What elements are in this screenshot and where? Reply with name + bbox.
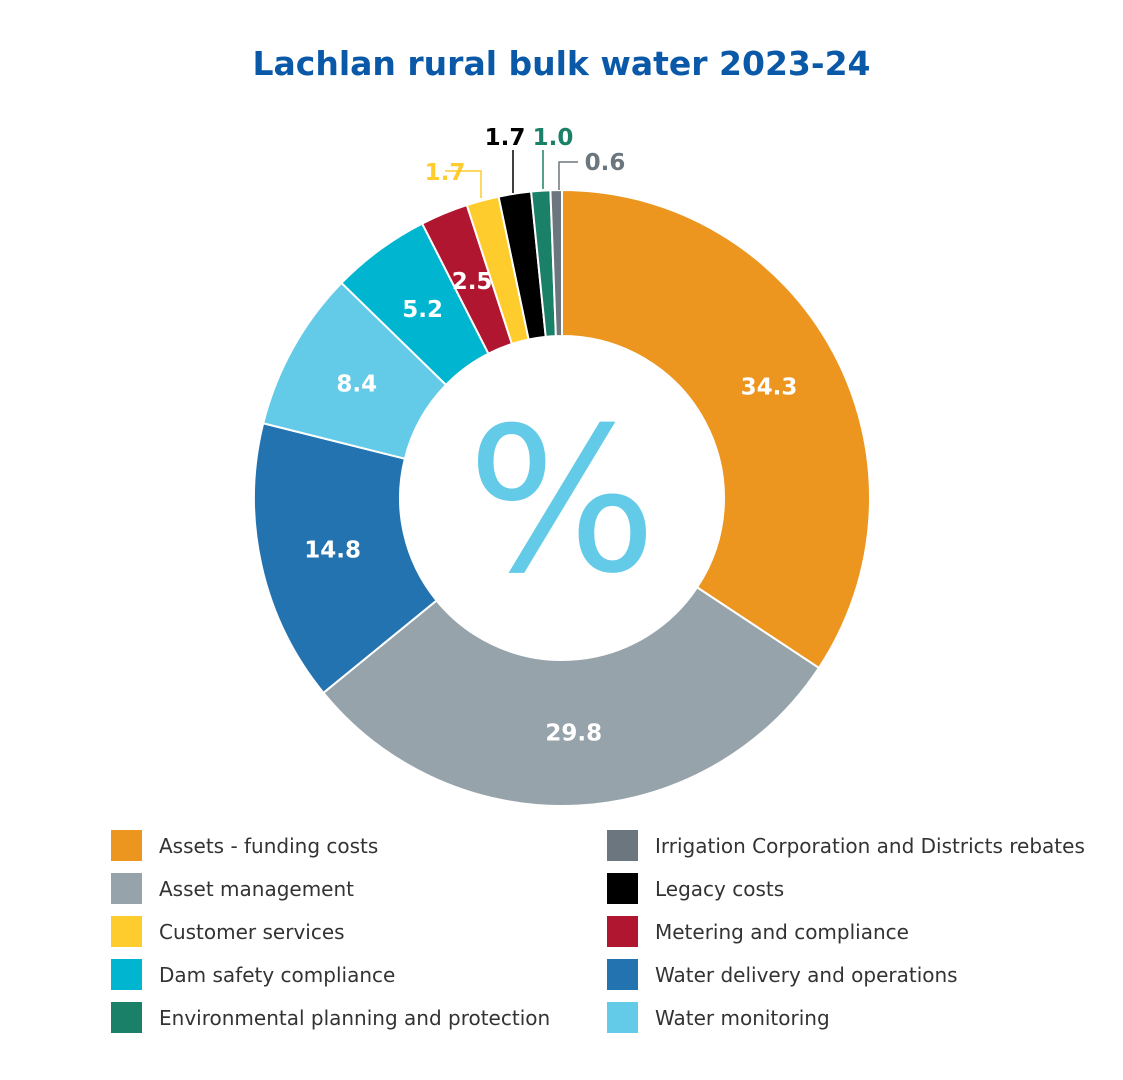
slice-asset-management xyxy=(322,585,821,807)
slice-label-metering-and-compliance: 2.5 xyxy=(452,269,493,295)
legend-label: Asset management xyxy=(159,876,354,901)
legend-label: Water delivery and operations xyxy=(655,962,958,987)
legend-label: Dam safety compliance xyxy=(159,962,396,987)
legend-item-irrigation-corporation-and-districts-rebates: Irrigation Corporation and Districts reb… xyxy=(607,824,1085,867)
legend-item-assets-funding-costs: Assets - funding costs xyxy=(111,824,550,867)
donut-chart: 34.3 29.8 14.8 8.4 5.2 2.5 1.7 1.7 1.0 0.6 % xyxy=(253,125,871,807)
legend-label: Water monitoring xyxy=(655,1005,830,1030)
legend-right-column: Irrigation Corporation and Districts reb… xyxy=(607,824,1085,1039)
legend-swatch xyxy=(607,959,638,990)
legend-swatch xyxy=(111,1002,142,1033)
legend-item-water-monitoring: Water monitoring xyxy=(607,996,1085,1039)
legend-left-column: Assets - funding costs Asset management Cu… xyxy=(111,824,550,1039)
callout-lines xyxy=(445,150,578,198)
slice-label-water-monitoring: 8.4 xyxy=(336,371,377,397)
legend-label: Customer services xyxy=(159,919,345,944)
slice-irrigation-corporation-and-districts-rebates xyxy=(549,188,563,338)
slice-assets-funding-costs xyxy=(561,188,871,670)
legend-label: Metering and compliance xyxy=(655,919,909,944)
legend-item-dam-safety-compliance: Dam safety compliance xyxy=(111,953,550,996)
legend-swatch xyxy=(111,959,142,990)
donut-slices xyxy=(253,188,871,807)
slice-label-environmental-planning-and-protection: 1.0 xyxy=(533,125,574,151)
legend-item-metering-and-compliance: Metering and compliance xyxy=(607,910,1085,953)
slice-label-assets-funding-costs: 34.3 xyxy=(741,375,798,401)
legend-swatch xyxy=(111,830,142,861)
legend-swatch xyxy=(111,916,142,947)
legend-item-asset-management: Asset management xyxy=(111,867,550,910)
slice-label-asset-management: 29.8 xyxy=(545,721,602,747)
callout-line-irrigation-corporation-and-districts-rebates xyxy=(558,161,578,190)
legend-swatch xyxy=(607,830,638,861)
callout-line-customer-services xyxy=(445,170,482,198)
legend-swatch xyxy=(607,916,638,947)
slice-water-delivery-and-operations xyxy=(253,422,438,695)
slice-label-irrigation-corporation-and-districts-rebates: 0.6 xyxy=(585,150,626,176)
legend-item-customer-services: Customer services xyxy=(111,910,550,953)
legend-label: Irrigation Corporation and Districts reb… xyxy=(655,833,1085,858)
slice-value-labels: 34.3 29.8 14.8 8.4 5.2 2.5 1.7 1.7 1.0 0.6 xyxy=(304,125,797,747)
slice-label-dam-safety-compliance: 5.2 xyxy=(402,297,443,323)
slice-label-customer-services: 1.7 xyxy=(425,160,466,186)
legend-label: Legacy costs xyxy=(655,876,785,901)
slice-label-water-delivery-and-operations: 14.8 xyxy=(304,537,361,563)
legend-swatch xyxy=(607,873,638,904)
legend-swatch xyxy=(111,873,142,904)
legend-swatch xyxy=(607,1002,638,1033)
chart-title: Lachlan rural bulk water 2023-24 xyxy=(252,44,871,83)
legend-item-legacy-costs: Legacy costs xyxy=(607,867,1085,910)
slice-label-legacy-costs: 1.7 xyxy=(485,125,526,151)
legend-item-water-delivery-and-operations: Water delivery and operations xyxy=(607,953,1085,996)
legend-label: Environmental planning and protection xyxy=(159,1005,551,1030)
legend-label: Assets - funding costs xyxy=(159,833,379,858)
percent-symbol: % xyxy=(467,385,657,618)
legend-item-environmental-planning-and-protection: Environmental planning and protection xyxy=(111,996,550,1039)
